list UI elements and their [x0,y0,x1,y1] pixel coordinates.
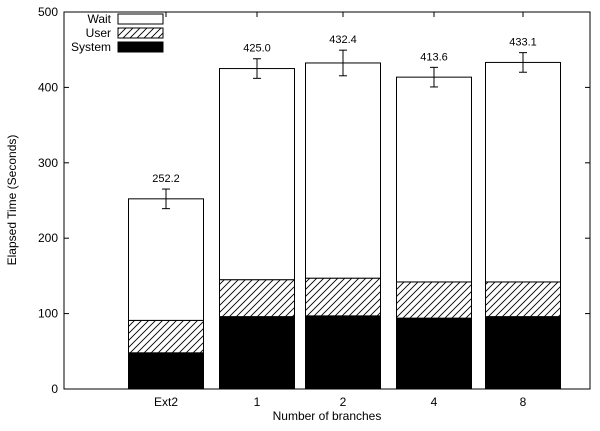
y-tick-label: 500 [38,5,58,19]
bars: 252.2 425.0 432.4 413.6 433.1 [128,34,561,390]
y-tick-label: 300 [38,156,58,170]
y-tick-label: 100 [38,307,58,321]
bar-segment-wait [396,76,472,283]
y-tick-label: 200 [38,231,58,245]
bar-segment-system [128,352,204,390]
total-value-label: 433.1 [509,37,537,49]
total-value-label: 413.6 [420,51,448,63]
bar-segment-user [219,279,295,318]
bar-segment-wait [485,61,561,283]
x-tick-label: 2 [340,395,347,409]
bar-segment-user [485,281,561,318]
x-axis-label: Number of branches [273,409,382,423]
bar-segment-system [219,316,295,390]
x-tick-label: 8 [520,395,527,409]
legend-label-system: System [71,40,111,54]
bar-segment-wait [128,198,204,321]
bar-segment-user [396,281,472,319]
y-tick-label: 0 [51,382,58,396]
total-value-label: 432.4 [329,34,357,46]
bar-segment-system [485,316,561,390]
x-tick-label: 4 [431,395,438,409]
total-value-label: 252.2 [152,173,180,185]
total-value-label: 425.0 [243,43,271,55]
y-axis-label: Elapsed Time (Seconds) [5,135,19,266]
bar-segment-system [305,315,381,390]
y-axis-ticks: 0 100 200 300 400 500 [38,5,590,396]
y-tick-label: 400 [38,80,58,94]
bar-segment-system [396,317,472,390]
legend-label-wait: Wait [87,12,111,26]
legend-swatch-wait [117,13,164,25]
bar-segment-wait [219,68,295,281]
x-tick-label: 1 [254,395,261,409]
legend-label-user: User [86,26,111,40]
x-tick-label: Ext2 [154,395,178,409]
legend-swatch-user [117,27,164,39]
bar-segment-user [128,319,204,354]
bar-segment-wait [305,62,381,279]
bar-segment-user [305,277,381,317]
legend-swatch-system [117,41,164,53]
